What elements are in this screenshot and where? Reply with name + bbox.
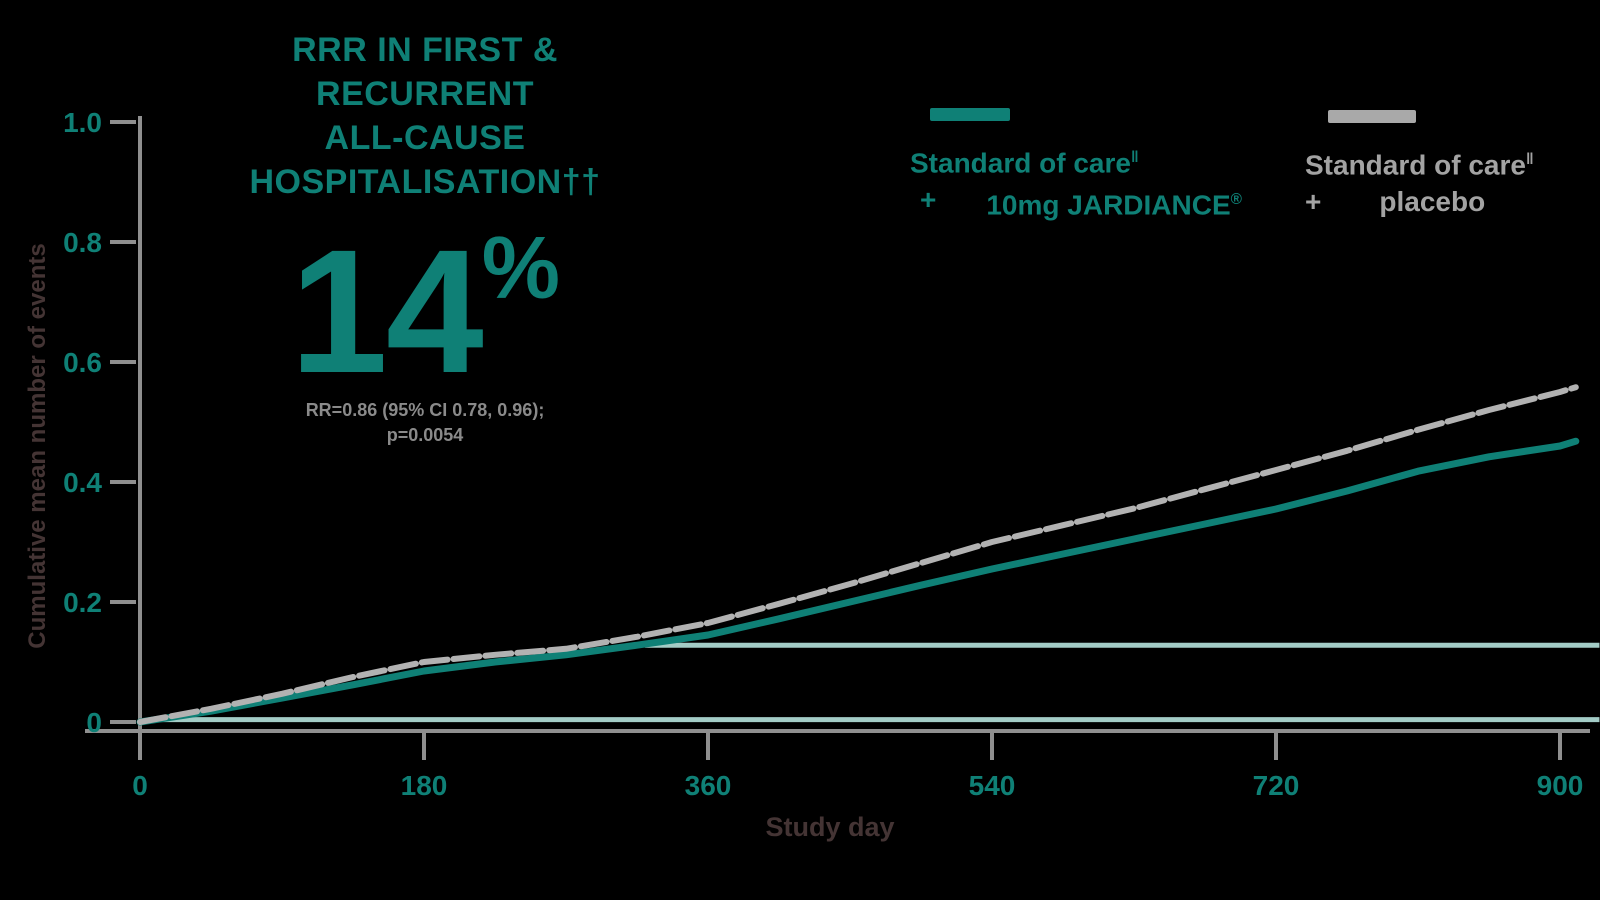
legend-placebo-plus: + xyxy=(1305,186,1322,218)
legend-placebo-row2: + placebo xyxy=(1300,186,1600,218)
headline-line-1: RRR IN FIRST & xyxy=(292,31,558,69)
y-tick-label: 0 xyxy=(86,707,102,738)
rrr-number: 14 xyxy=(289,214,484,410)
x-tick-label: 180 xyxy=(401,770,448,801)
x-tick-label: 0 xyxy=(132,770,148,801)
rrr-percent-sign: % xyxy=(481,218,560,317)
x-tick-label: 540 xyxy=(969,770,1016,801)
headline-line-4: HOSPITALISATION†† xyxy=(249,163,601,201)
legend-jardiance-row2: + 10mg JARDIANCE® xyxy=(905,184,1305,221)
legend-jardiance-swatch xyxy=(930,108,1010,121)
y-tick-label: 0.6 xyxy=(63,347,102,378)
series-line-placebo xyxy=(137,384,1579,725)
legend-placebo-drug: placebo xyxy=(1379,186,1486,218)
legend-jardiance-care-text: Standard of care xyxy=(910,147,1131,179)
legend-jardiance-registered-mark: ® xyxy=(1230,191,1242,209)
series-line-jardiance xyxy=(136,437,1580,726)
chart-headline: RRR IN FIRST & RECURRENT ALL-CAUSE HOSPI… xyxy=(190,28,660,204)
x-tick-label: 360 xyxy=(685,770,732,801)
rrr-value: 14% xyxy=(190,224,660,401)
stat-line-1: RR=0.86 (95% CI 0.78, 0.96); xyxy=(305,400,545,420)
legend-placebo-swatch xyxy=(1328,110,1416,123)
legend-placebo-footnote-mark: ‖ xyxy=(1525,151,1534,168)
y-tick-label: 1.0 xyxy=(63,107,102,138)
stat-block: RR=0.86 (95% CI 0.78, 0.96); p=0.0054 xyxy=(190,398,660,448)
legend-jardiance-drug: 10mg JARDIANCE® xyxy=(986,184,1242,221)
y-tick-label: 0.8 xyxy=(63,227,102,258)
legend-placebo-label: Standard of care‖ xyxy=(1300,144,1600,181)
legend-jardiance: Standard of care‖ + 10mg JARDIANCE® xyxy=(905,108,1305,222)
y-tick-label: 0.4 xyxy=(63,467,102,498)
stat-line-2: p=0.0054 xyxy=(386,425,464,445)
x-tick-label: 900 xyxy=(1537,770,1584,801)
legend-jardiance-drug-text: 10mg JARDIANCE xyxy=(986,189,1231,221)
x-axis-title: Study day xyxy=(765,812,895,842)
legend-jardiance-plus: + xyxy=(920,184,937,216)
y-axis-title: Cumulative mean number of events xyxy=(24,243,51,649)
y-tick-label: 0.2 xyxy=(63,587,102,618)
legend-jardiance-footnote-mark: ‖ xyxy=(1130,149,1139,166)
legend-placebo-care-text: Standard of care xyxy=(1305,149,1526,181)
headline-line-3: ALL-CAUSE xyxy=(324,119,526,157)
legend-jardiance-label: Standard of care‖ xyxy=(905,142,1305,179)
headline-line-2: RECURRENT xyxy=(316,75,534,113)
legend-placebo: Standard of care‖ + placebo xyxy=(1300,110,1600,218)
x-tick-label: 720 xyxy=(1253,770,1300,801)
